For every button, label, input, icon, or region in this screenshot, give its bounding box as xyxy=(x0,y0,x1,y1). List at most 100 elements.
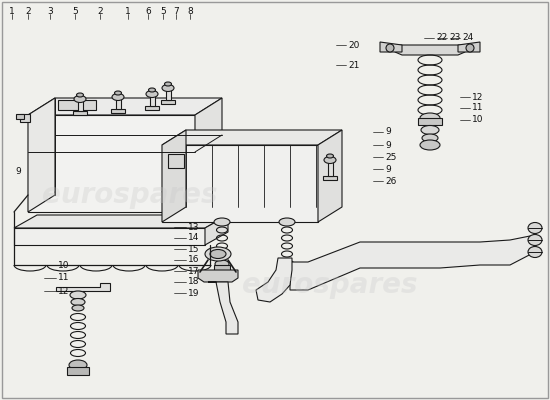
Polygon shape xyxy=(290,235,535,290)
Text: 9: 9 xyxy=(15,168,21,176)
Ellipse shape xyxy=(327,154,333,158)
Polygon shape xyxy=(162,130,342,145)
Ellipse shape xyxy=(420,113,440,123)
Bar xyxy=(145,106,159,110)
Ellipse shape xyxy=(528,246,542,258)
Ellipse shape xyxy=(162,84,174,92)
Text: 15: 15 xyxy=(188,244,200,254)
Polygon shape xyxy=(458,42,480,52)
Text: 16: 16 xyxy=(188,256,200,264)
Ellipse shape xyxy=(279,218,295,226)
Ellipse shape xyxy=(70,291,86,299)
Text: 5: 5 xyxy=(160,8,166,16)
Bar xyxy=(161,100,175,104)
Text: 12: 12 xyxy=(472,92,483,102)
Ellipse shape xyxy=(164,82,172,86)
Ellipse shape xyxy=(324,156,336,164)
Text: 11: 11 xyxy=(472,104,483,112)
Text: 9: 9 xyxy=(385,164,390,174)
Text: 22: 22 xyxy=(436,34,447,42)
Ellipse shape xyxy=(422,134,438,142)
Text: 9: 9 xyxy=(385,128,390,136)
Text: 11: 11 xyxy=(58,274,69,282)
Polygon shape xyxy=(256,258,292,302)
Text: 20: 20 xyxy=(348,40,359,50)
Bar xyxy=(166,88,170,100)
Polygon shape xyxy=(14,215,228,228)
Polygon shape xyxy=(56,283,110,291)
Bar xyxy=(67,367,89,375)
Text: 14: 14 xyxy=(188,234,199,242)
Bar xyxy=(78,99,82,111)
Polygon shape xyxy=(380,42,402,52)
Text: 25: 25 xyxy=(385,152,397,162)
Polygon shape xyxy=(205,215,228,245)
Bar xyxy=(150,94,155,106)
Bar xyxy=(418,118,442,125)
Text: 18: 18 xyxy=(188,278,200,286)
Text: 12: 12 xyxy=(58,286,69,296)
Ellipse shape xyxy=(71,298,85,306)
Ellipse shape xyxy=(69,360,87,370)
Ellipse shape xyxy=(214,218,230,226)
Polygon shape xyxy=(28,98,222,115)
Text: 9: 9 xyxy=(385,140,390,150)
Bar xyxy=(214,265,230,272)
Text: 19: 19 xyxy=(188,288,200,298)
Polygon shape xyxy=(14,228,205,245)
Text: 17: 17 xyxy=(188,266,200,276)
Bar xyxy=(116,97,120,109)
Ellipse shape xyxy=(72,305,84,311)
Text: 10: 10 xyxy=(58,260,69,270)
Ellipse shape xyxy=(280,260,294,268)
Ellipse shape xyxy=(528,222,542,234)
Text: 23: 23 xyxy=(449,34,460,42)
Text: 1: 1 xyxy=(9,8,15,16)
Text: 26: 26 xyxy=(385,176,397,186)
Bar xyxy=(323,176,337,180)
Text: 21: 21 xyxy=(348,60,359,70)
Text: 1: 1 xyxy=(125,8,131,16)
Bar xyxy=(73,111,87,115)
Ellipse shape xyxy=(215,260,229,268)
Bar xyxy=(20,114,30,122)
Polygon shape xyxy=(28,98,55,212)
Bar xyxy=(16,114,24,119)
Bar xyxy=(279,265,295,272)
Text: 24: 24 xyxy=(462,34,473,42)
Ellipse shape xyxy=(528,234,542,246)
Polygon shape xyxy=(162,130,186,222)
Polygon shape xyxy=(395,45,465,55)
Ellipse shape xyxy=(205,247,231,261)
Ellipse shape xyxy=(76,93,84,97)
Ellipse shape xyxy=(210,250,226,258)
Ellipse shape xyxy=(148,88,156,92)
Ellipse shape xyxy=(421,126,439,134)
Text: 2: 2 xyxy=(25,8,31,16)
Polygon shape xyxy=(195,98,222,212)
Text: 6: 6 xyxy=(145,8,151,16)
Polygon shape xyxy=(28,115,195,212)
Polygon shape xyxy=(318,130,342,222)
Ellipse shape xyxy=(466,44,474,52)
Ellipse shape xyxy=(114,91,122,95)
Bar xyxy=(58,100,96,110)
Text: 2: 2 xyxy=(97,8,103,16)
Bar xyxy=(168,154,184,168)
Text: 5: 5 xyxy=(72,8,78,16)
Ellipse shape xyxy=(112,94,124,100)
Text: eurospares: eurospares xyxy=(242,271,418,299)
Text: 13: 13 xyxy=(188,222,200,232)
Text: 3: 3 xyxy=(47,8,53,16)
Polygon shape xyxy=(162,145,318,222)
Polygon shape xyxy=(198,270,238,282)
Text: 10: 10 xyxy=(472,116,483,124)
Text: 8: 8 xyxy=(187,8,193,16)
Text: eurospares: eurospares xyxy=(42,181,218,209)
Ellipse shape xyxy=(146,90,158,98)
Bar xyxy=(111,109,125,113)
Ellipse shape xyxy=(420,140,440,150)
Bar xyxy=(327,160,333,176)
Ellipse shape xyxy=(74,96,86,102)
Text: 7: 7 xyxy=(173,8,179,16)
